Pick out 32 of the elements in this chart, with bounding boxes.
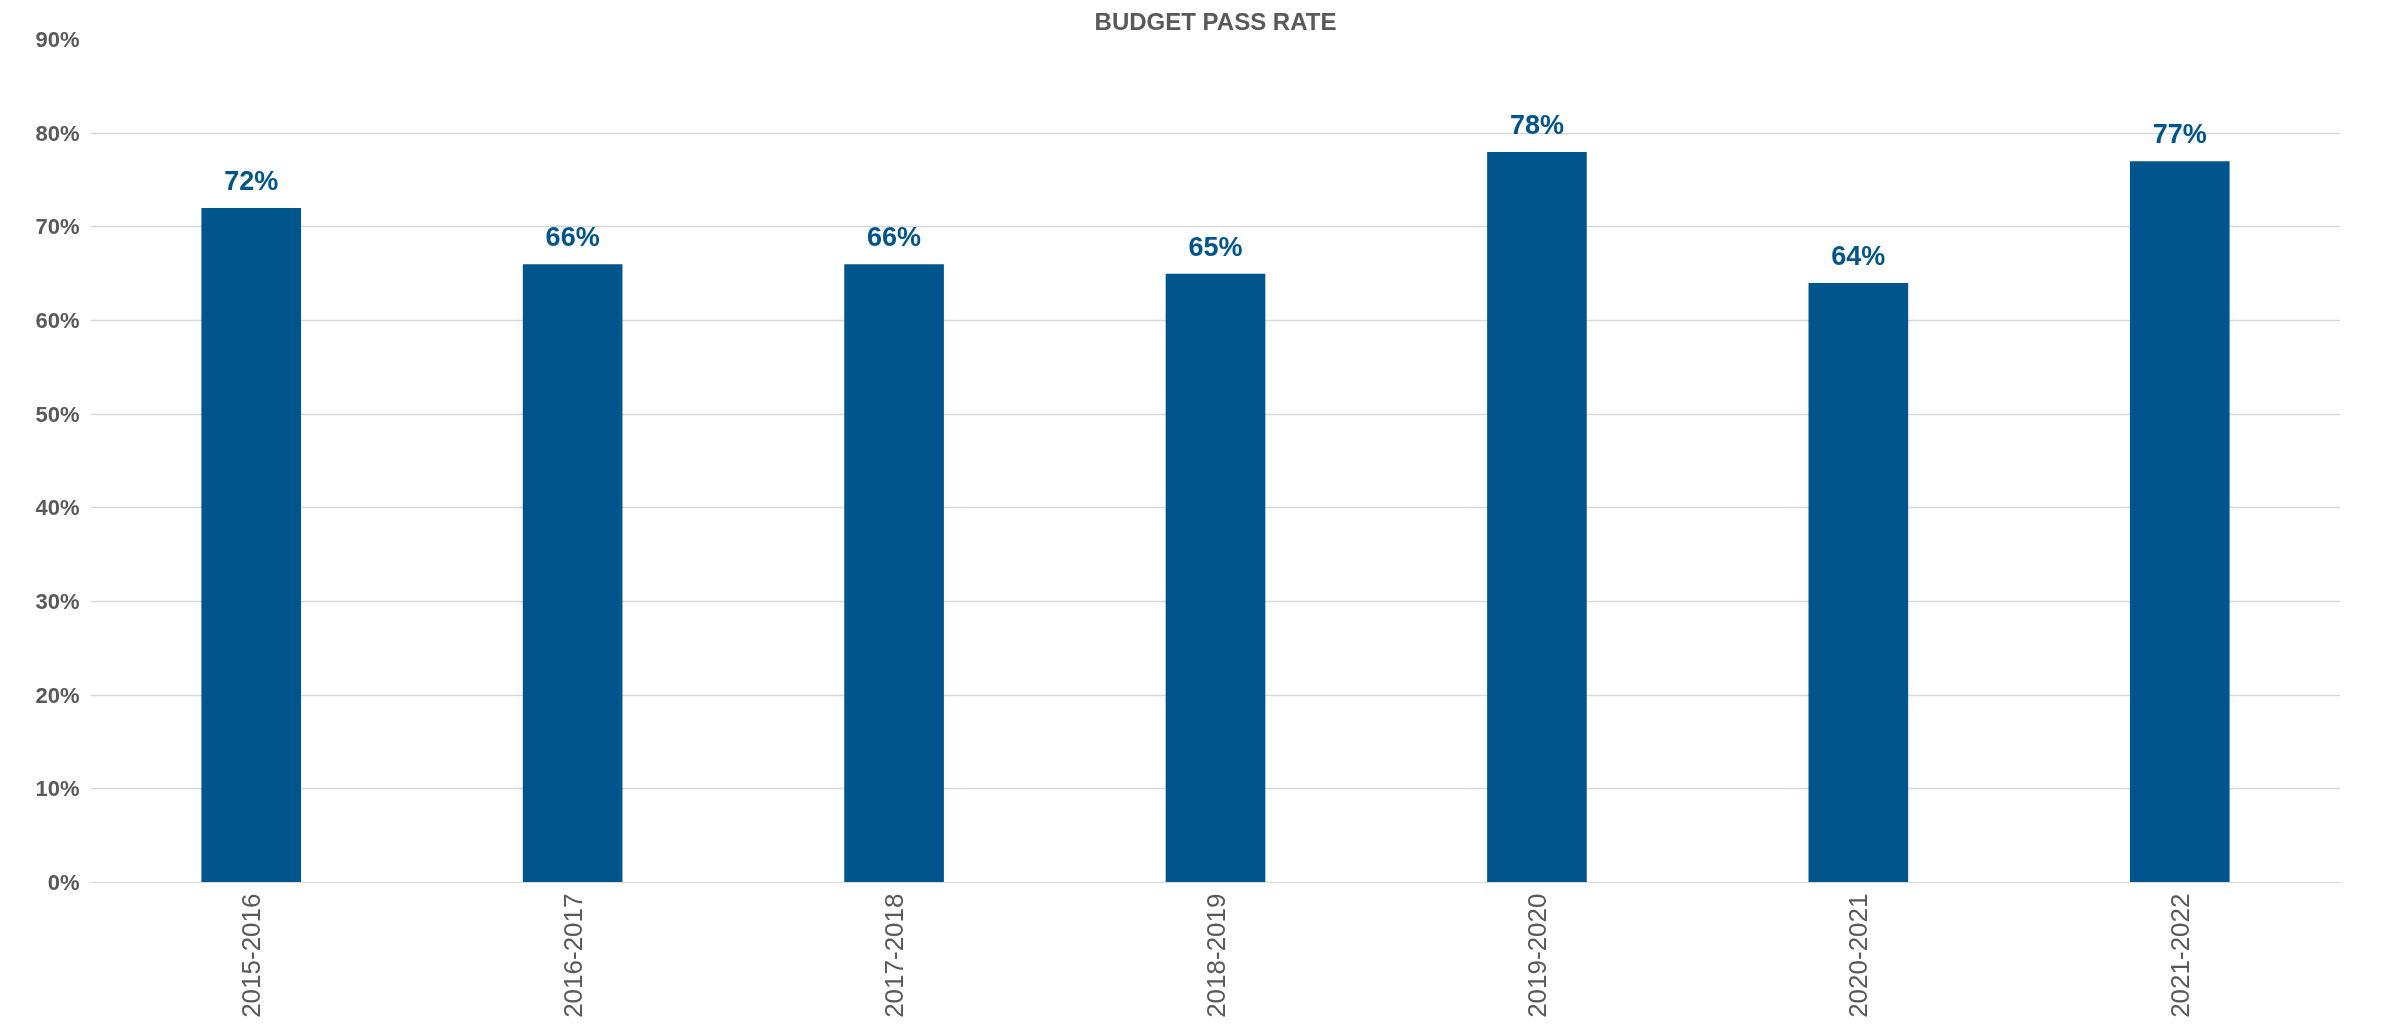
data-label: 65% (1188, 231, 1243, 262)
y-tick-label: 90% (35, 27, 80, 52)
bar (844, 264, 944, 883)
bar (1808, 283, 1909, 883)
chart-title: BUDGET PASS RATE (1094, 7, 1337, 35)
data-label: 64% (1831, 241, 1886, 272)
bar (522, 264, 623, 883)
y-tick-label: 30% (35, 589, 80, 614)
x-tick-label: 2016-2017 (557, 893, 588, 1018)
y-tick-label: 60% (35, 308, 80, 333)
data-label: 77% (2152, 119, 2207, 150)
y-tick-label: 50% (35, 401, 80, 427)
x-tick-label: 2020-2021 (1843, 893, 1874, 1018)
y-tick-label: 10% (35, 776, 80, 802)
data-label: 66% (867, 222, 922, 253)
bar (2129, 161, 2230, 883)
y-tick-label: 70% (35, 214, 80, 240)
y-tick-label: 20% (35, 682, 80, 708)
x-tick-label: 2015-2016 (236, 893, 267, 1018)
y-tick-label: 0% (47, 870, 80, 895)
data-label: 78% (1509, 109, 1564, 140)
bar (1165, 273, 1266, 883)
data-label: 72% (224, 166, 279, 197)
y-tick-label: 80% (35, 120, 80, 146)
data-label: 66% (545, 222, 600, 253)
x-tick-label: 2019-2020 (1521, 893, 1552, 1018)
x-tick-label: 2021-2022 (2164, 893, 2195, 1018)
x-tick-label: 2018-2019 (1200, 893, 1231, 1018)
bar (1487, 151, 1587, 883)
x-tick-label: 2017-2018 (879, 893, 910, 1018)
bar (201, 208, 302, 883)
y-tick-label: 40% (35, 495, 80, 521)
